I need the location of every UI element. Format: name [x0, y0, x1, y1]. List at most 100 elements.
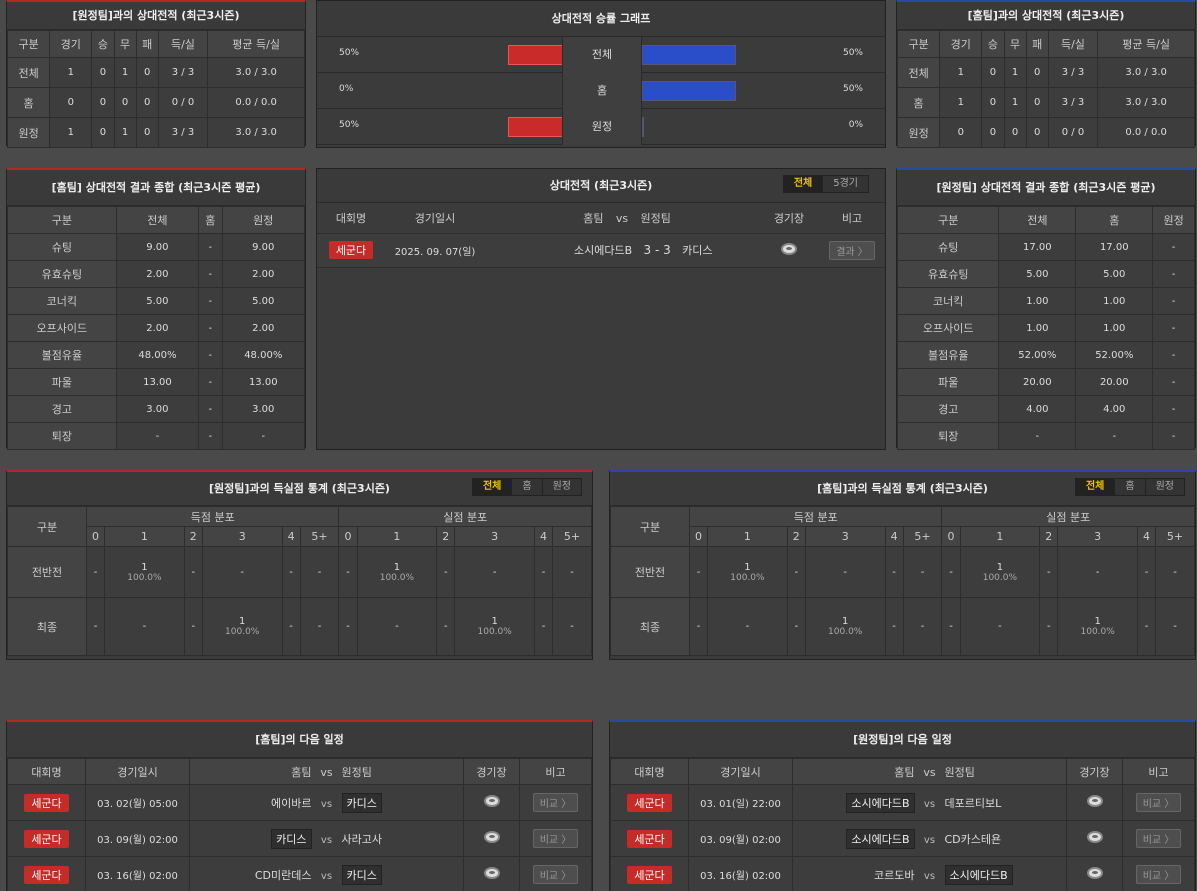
graph-row-label: 원정 — [562, 109, 642, 145]
cell-value: - — [1039, 546, 1059, 598]
graph-row-label: 홈 — [562, 73, 642, 109]
bucket-header: 3 — [201, 526, 283, 547]
table-row: 볼점유율 48.00% -48.00% — [7, 341, 306, 369]
league-badge[interactable]: 세군다 — [24, 829, 69, 848]
col-league: 대회명 — [317, 203, 385, 233]
cell-value: - — [688, 597, 709, 656]
tab-5-games[interactable]: 5경기 — [833, 178, 858, 189]
tab-away[interactable]: 원정 — [552, 481, 571, 492]
league-badge[interactable]: 세군다 — [627, 829, 672, 848]
bucket-header: 4 — [1137, 526, 1157, 547]
row-label: 볼점유율 — [896, 341, 1000, 369]
league-badge[interactable]: 세군다 — [627, 865, 672, 884]
table-row: 세군다 03. 16(월) 02:00 CD미란데스 vs 카디스 비교 〉 — [7, 856, 592, 891]
goals-away-tabs: 전체 홈 원정 — [471, 478, 582, 496]
col-header: 승 — [981, 30, 1005, 58]
cell-value: - — [959, 597, 1041, 656]
tab-all[interactable]: 전체 — [1075, 479, 1116, 495]
count: 1 — [744, 561, 751, 573]
row-label: 코너킥 — [896, 287, 1000, 315]
cell-value: - — [786, 546, 806, 598]
cell-value: - — [688, 546, 709, 598]
compare-button[interactable]: 비교 〉 — [1135, 829, 1182, 848]
league-badge[interactable]: 세군다 — [328, 241, 374, 259]
tab-away[interactable]: 원정 — [1155, 481, 1174, 492]
graph-row-label: 전체 — [562, 37, 642, 73]
compare-button[interactable]: 비교 〉 — [1135, 865, 1182, 884]
compare-button[interactable]: 비교 〉 — [1135, 793, 1182, 812]
away-team: CD카스테욘 — [944, 832, 1002, 846]
row-label: 홈 — [896, 87, 941, 118]
stadium-icon[interactable] — [1086, 831, 1103, 843]
cell-value: 2.00 — [221, 260, 306, 288]
row-label: 전체 — [896, 57, 941, 88]
stadium-icon[interactable] — [483, 795, 500, 807]
vs-label: vs — [320, 798, 333, 810]
col-header: 득/실 — [157, 30, 209, 58]
cell-value: - — [115, 422, 200, 450]
row-label: 유효슈팅 — [896, 260, 1000, 288]
home-team: 카디스 — [271, 828, 312, 849]
cell-value: - — [198, 287, 223, 315]
stadium-icon[interactable] — [483, 867, 500, 879]
cell-value: 17.00 — [1075, 233, 1154, 261]
match-date: 03. 09(월) 02:00 — [85, 820, 190, 857]
tab-all[interactable]: 전체 — [472, 479, 513, 495]
stadium-icon[interactable] — [781, 242, 797, 255]
compare-button[interactable]: 비교 〉 — [532, 829, 579, 848]
bucket-header: 5+ — [1155, 526, 1195, 547]
stadium-icon[interactable] — [1086, 795, 1103, 807]
cell-value: - — [85, 546, 106, 598]
cell-value: 0 — [1025, 87, 1049, 118]
league-badge[interactable]: 세군다 — [24, 865, 69, 884]
cell-value: 20.00 — [998, 368, 1077, 396]
count: 1 — [239, 616, 246, 627]
panel-title: [원정팀]과의 상대전적 (최근3시즌) — [7, 2, 305, 30]
bucket-header: 1 — [707, 526, 788, 547]
count: 1 — [842, 616, 849, 627]
table-row: 경고 4.00 4.00- — [896, 395, 1195, 423]
percent: 100.0% — [828, 627, 863, 637]
away-win-bar — [642, 45, 736, 65]
bucket-header: 0 — [338, 526, 358, 547]
cell-value: - — [534, 597, 554, 656]
table-row: 슈팅 17.00 17.00- — [896, 233, 1195, 261]
cell-value: 1 — [113, 117, 137, 148]
table-row: 유효슈팅 2.00-2.00 — [7, 260, 306, 288]
tab-home[interactable]: 홈 — [1115, 479, 1146, 495]
row-label: 볼점유율 — [7, 341, 117, 369]
table-row: 원정 1 0 1 0 3 / 3 3.0 / 3.0 — [6, 117, 305, 148]
cell-value: 13.00 — [115, 368, 200, 396]
col-teams: 홈팀 vs 원정팀 — [792, 758, 1067, 785]
row-label: 슈팅 — [7, 233, 117, 261]
cell-value: - — [1039, 597, 1059, 656]
cell-value: - — [707, 597, 788, 656]
next-away-table: 대회명 경기일시 홈팀 vs 원정팀 경기장 비고 세군다 03. 01(일) 22:00 소시에… — [610, 758, 1195, 891]
cell-value: - — [884, 546, 904, 598]
result-button[interactable]: 결과 〉 — [829, 240, 875, 260]
cell-value: - — [436, 597, 456, 656]
compare-button[interactable]: 비교 〉 — [532, 793, 579, 812]
league-badge[interactable]: 세군다 — [24, 793, 69, 812]
cell-value: - — [198, 341, 223, 369]
table-row: 세군다 03. 16(월) 02:00 코르도바 vs 소시에다드B 비교 〉 — [610, 856, 1195, 891]
row-label: 경고 — [896, 395, 1000, 423]
graph-row: 0% 홈 50% — [317, 73, 885, 109]
tab-home[interactable]: 홈 — [512, 479, 543, 495]
cell-value: - — [902, 546, 943, 598]
stadium-icon[interactable] — [483, 831, 500, 843]
cell-value: 5.00 — [115, 287, 200, 315]
cell-value: 0 — [1003, 117, 1027, 148]
bucket-header: 3 — [454, 526, 536, 547]
league-badge[interactable]: 세군다 — [627, 793, 672, 812]
h2h-list-tabs: 전체 5경기 — [782, 175, 869, 193]
row-label: 경고 — [7, 395, 117, 423]
cell-value: - — [1152, 395, 1195, 423]
stadium-icon[interactable] — [1086, 867, 1103, 879]
compare-button[interactable]: 비교 〉 — [532, 865, 579, 884]
col-note: 비고 — [819, 203, 885, 233]
h2h-home-panel: [홈팀]과의 상대전적 (최근3시즌) 구분 경기 승 무 패 득/실 평균 득/실 전체 1 0… — [896, 0, 1196, 148]
table-row: 세군다 03. 09(월) 02:00 소시에다드B vs CD카스테욘 비교 〉 — [610, 820, 1195, 857]
match-date: 03. 01(일) 22:00 — [688, 784, 793, 821]
tab-all[interactable]: 전체 — [783, 176, 824, 192]
